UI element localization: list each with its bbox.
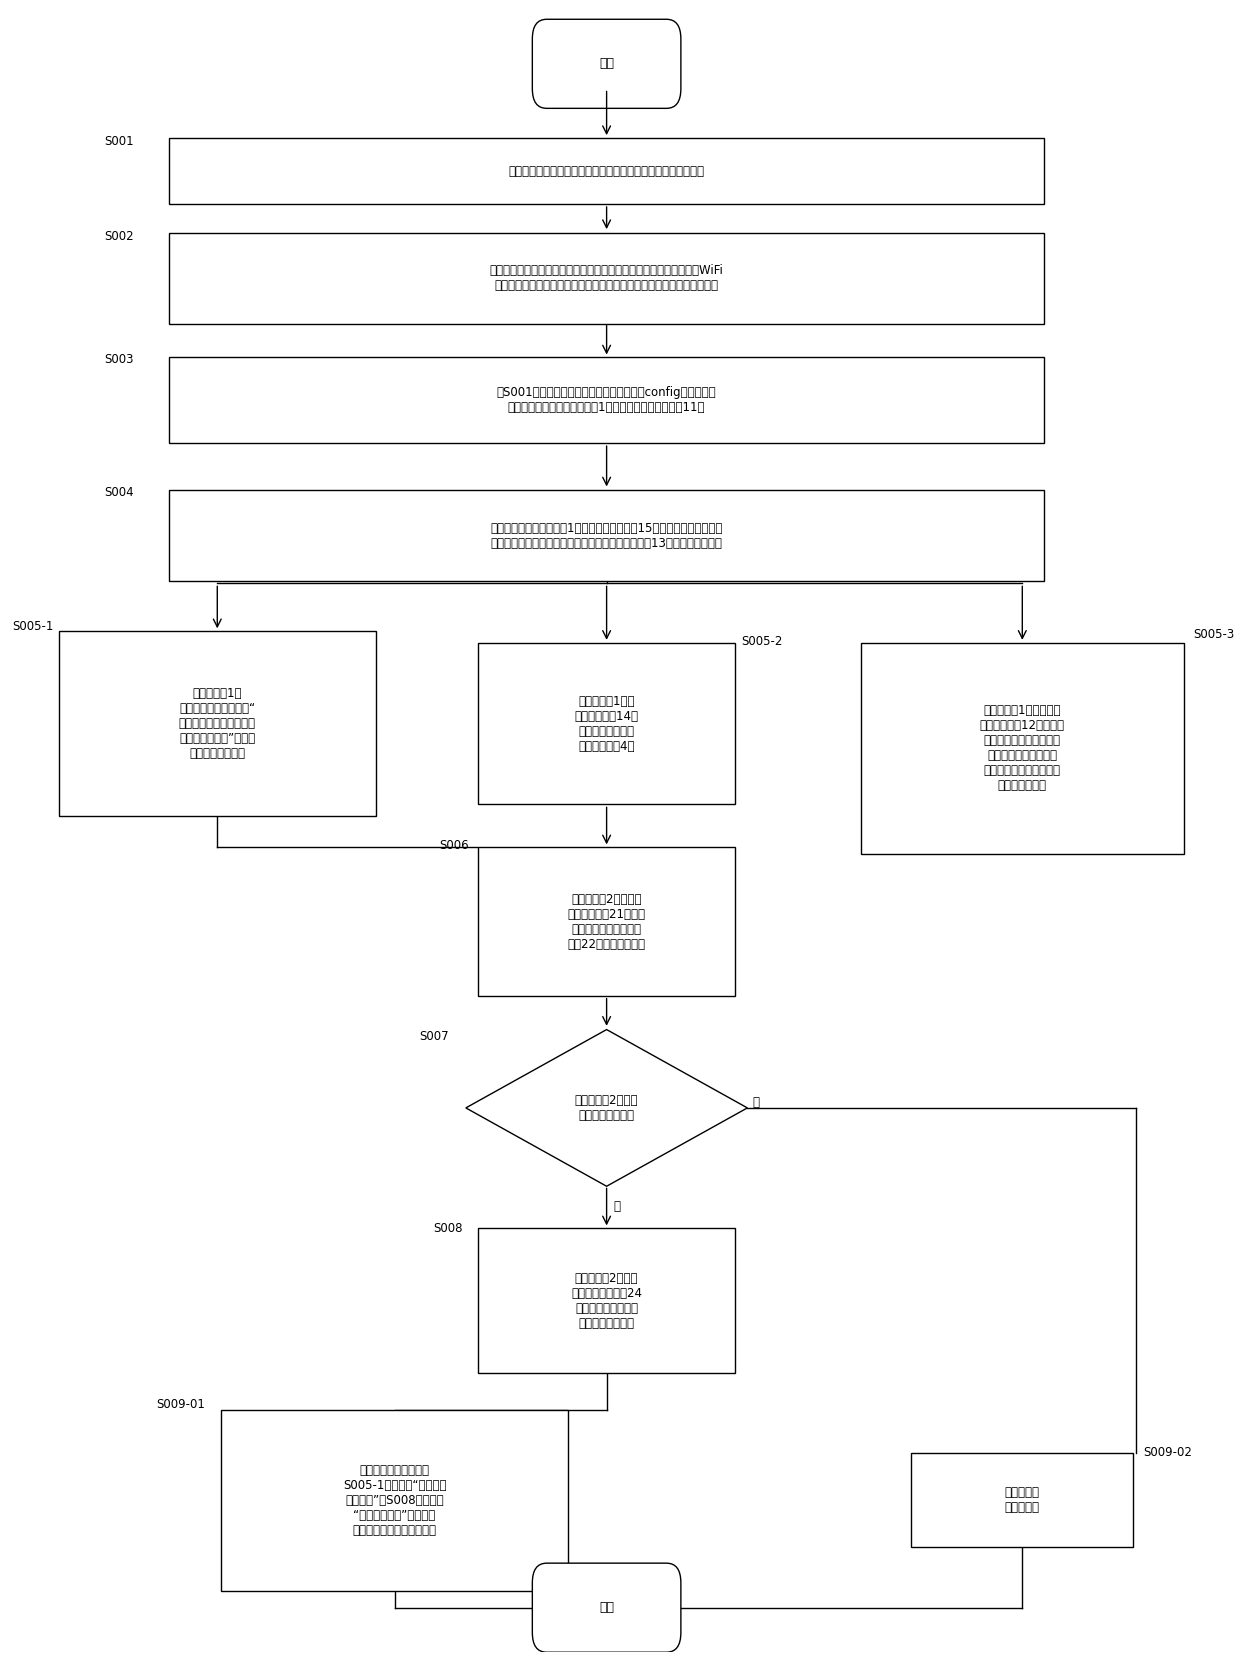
Bar (221, 1410, 568, 1590)
Text: S008: S008 (433, 1221, 463, 1235)
Bar (58, 631, 376, 816)
Text: 测试装置（1）
将已执行测试用例中的“
测试步骤对应被测设备工
作日志预期结果”存入预
期工作日志文件中: 测试装置（1） 将已执行测试用例中的“ 测试步骤对应被测设备工 作日志预期结果”… (179, 687, 255, 760)
Text: 监控及结果分析装置对
S005-1步输出的“预期工作
日志文件”及S008步输出的
“工作日志文件”进行比对
分析，自动判断测试结果。: 监控及结果分析装置对 S005-1步输出的“预期工作 日志文件”及S008步输出… (342, 1465, 446, 1537)
Text: 将S001中的测试所需的用户测试用例及测试config文件存入存
储器，存储器接入测试装置（1）的测试用例获取模块（11）: 将S001中的测试所需的用户测试用例及测试config文件存入存 储器，存储器接… (497, 386, 717, 414)
Text: S005-3: S005-3 (1194, 627, 1235, 640)
Text: 测试人员操作测试装置（1）的控制输入模块（15），选择需执行的测试
用例或测试用例组合序列，控制测试装置处理模块（13）执行测试用例。: 测试人员操作测试装置（1）的控制输入模块（15），选择需执行的测试 用例或测试用… (491, 521, 723, 549)
Bar (477, 1228, 735, 1374)
Text: S007: S007 (419, 1031, 449, 1044)
Bar (170, 233, 1044, 324)
Bar (477, 642, 735, 804)
Text: 被测设备（2）的工
作日志存储模块（24
）将执行的工作日志
文件存入存储器中: 被测设备（2）的工 作日志存储模块（24 ）将执行的工作日志 文件存入存储器中 (572, 1273, 642, 1331)
Text: 被测设备（2）通过信
号接收模块（21）接收
测试指令，信息调度模
块（22）执行测试用例: 被测设备（2）通过信 号接收模块（21）接收 测试指令，信息调度模 块（22）执… (568, 892, 646, 950)
Text: S006: S006 (439, 839, 469, 852)
Text: S009-02: S009-02 (1143, 1446, 1192, 1460)
Text: S001: S001 (104, 134, 134, 147)
Bar (861, 642, 1184, 854)
Bar (911, 1453, 1133, 1547)
Text: 被测设备（2）是否
需要存储工作日志: 被测设备（2）是否 需要存储工作日志 (575, 1094, 639, 1122)
Text: 结束: 结束 (599, 1600, 614, 1614)
FancyBboxPatch shape (532, 20, 681, 108)
Text: 根据被测设备配备的遥控器特性，选择遥控信号类型（蓝牙、红外、WiFi
），调试测试装置信号发送模块使其与被测设备信号接收模块成功配对。: 根据被测设备配备的遥控器特性，选择遥控信号类型（蓝牙、红外、WiFi ），调试测… (490, 265, 724, 293)
Text: S005-2: S005-2 (740, 634, 782, 647)
Bar (170, 357, 1044, 444)
Bar (477, 847, 735, 996)
Text: S002: S002 (104, 230, 134, 243)
Text: S005-1: S005-1 (12, 619, 53, 632)
Text: 测试装置（1）的工作状
态输出模块（12）显示当
前测试的项目名称、用例
标题编号或标题编号序
列、用例执行状态、用例
执行进度等信息: 测试装置（1）的工作状 态输出模块（12）显示当 前测试的项目名称、用例 标题编… (980, 705, 1065, 793)
Bar (170, 490, 1044, 581)
Text: S003: S003 (104, 353, 134, 366)
FancyBboxPatch shape (532, 1564, 681, 1652)
Text: 测试装置（1）信
号发射模块（14）
向被测设备发射遥
控测试指令（4）: 测试装置（1）信 号发射模块（14） 向被测设备发射遥 控测试指令（4） (574, 695, 639, 753)
Polygon shape (466, 1029, 748, 1187)
Text: S009-01: S009-01 (156, 1398, 206, 1412)
Text: 开始: 开始 (599, 58, 614, 70)
Text: S004: S004 (104, 487, 134, 500)
Text: 根据被测设备特性，设计测试用例，对用例进行封装并标题编号: 根据被测设备特性，设计测试用例，对用例进行封装并标题编号 (508, 164, 704, 177)
Text: 人工判断测
试测试结果: 人工判断测 试测试结果 (1004, 1486, 1040, 1514)
Text: 否: 否 (753, 1097, 760, 1109)
Bar (170, 137, 1044, 204)
Text: 是: 是 (614, 1200, 621, 1213)
